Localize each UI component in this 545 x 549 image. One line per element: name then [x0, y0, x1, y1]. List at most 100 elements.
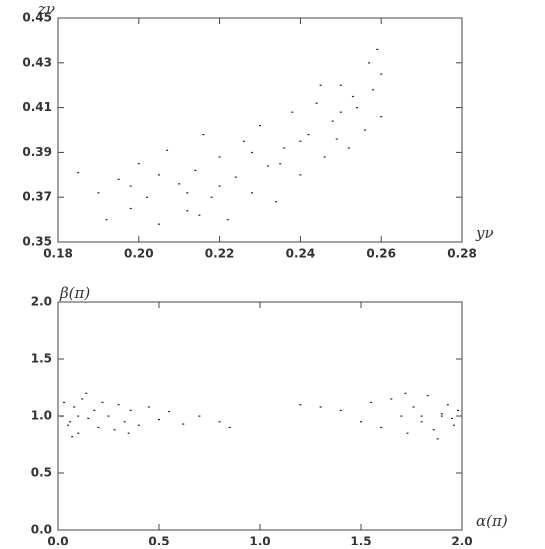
y-tick-label: 2.0	[31, 295, 52, 309]
point	[182, 423, 185, 425]
point	[129, 409, 132, 411]
point	[420, 415, 423, 417]
point	[107, 415, 110, 417]
x-axis-label: α(π)	[476, 512, 508, 530]
x-tick-label: 0.5	[148, 535, 169, 546]
point	[87, 417, 90, 419]
point	[129, 207, 132, 210]
point	[339, 409, 342, 411]
y-tick-label: 0.43	[22, 55, 52, 69]
point	[452, 424, 455, 426]
point	[186, 210, 189, 212]
x-tick-label: 0.20	[124, 247, 154, 261]
point	[360, 421, 362, 423]
point	[355, 107, 358, 109]
point	[390, 398, 393, 400]
point	[420, 421, 423, 423]
point	[168, 410, 171, 413]
point	[147, 406, 150, 408]
x-tick-label: 0.28	[447, 247, 477, 261]
point	[323, 156, 326, 158]
point	[194, 169, 197, 172]
point	[339, 84, 342, 86]
point	[250, 151, 253, 154]
point	[210, 196, 213, 198]
point	[85, 392, 88, 394]
y-tick-label: 0.0	[31, 523, 52, 537]
point	[299, 404, 302, 406]
point	[218, 156, 221, 158]
point	[319, 84, 322, 86]
point	[406, 432, 409, 434]
x-tick-label: 2.0	[451, 535, 472, 546]
y-tick-label: 0.45	[22, 11, 52, 25]
point	[202, 133, 205, 136]
y-tick-label: 1.0	[31, 409, 52, 423]
point	[250, 192, 253, 194]
point	[279, 163, 282, 165]
point	[450, 417, 453, 419]
point	[186, 192, 189, 194]
point	[218, 185, 221, 187]
point	[69, 421, 72, 423]
point	[456, 409, 459, 411]
point	[351, 95, 354, 98]
point	[63, 401, 66, 404]
point	[307, 133, 310, 136]
point	[61, 415, 64, 417]
point	[234, 176, 237, 178]
y-tick-label: 0.39	[22, 145, 52, 159]
point	[158, 174, 160, 176]
y-tick-label: 0.37	[22, 190, 52, 204]
point	[117, 404, 120, 406]
x-tick-label: 0.22	[205, 247, 235, 261]
point	[299, 174, 302, 176]
y-tick-label: 0.41	[22, 100, 52, 114]
point	[113, 429, 116, 431]
point	[283, 147, 286, 149]
point	[404, 392, 407, 394]
point	[291, 111, 294, 113]
point	[198, 415, 201, 417]
point	[339, 111, 342, 113]
point	[347, 147, 350, 149]
point	[267, 165, 270, 167]
y-axis-label: β(π)	[59, 284, 90, 302]
point	[259, 125, 261, 127]
point	[275, 201, 278, 203]
point	[364, 129, 367, 131]
point	[117, 178, 120, 180]
point	[97, 192, 100, 194]
y-tick-label: 1.5	[31, 352, 52, 366]
point	[123, 421, 126, 423]
point	[426, 394, 429, 397]
point	[105, 219, 108, 221]
point	[129, 185, 132, 187]
point	[380, 116, 383, 118]
plot-frame	[57, 17, 463, 243]
y-axis-label: zν	[37, 0, 55, 18]
point	[97, 426, 100, 429]
point	[71, 436, 74, 438]
point	[372, 89, 375, 91]
point	[299, 140, 302, 142]
point	[400, 415, 403, 417]
point	[101, 401, 104, 404]
point	[73, 406, 76, 408]
point	[331, 120, 334, 122]
point	[440, 415, 443, 417]
point	[145, 196, 148, 198]
point	[77, 172, 80, 174]
point	[376, 48, 379, 51]
point	[198, 214, 201, 216]
point	[226, 219, 229, 221]
x-axis-label: yν	[475, 224, 494, 242]
point	[319, 406, 322, 408]
point	[228, 426, 231, 429]
point	[380, 73, 383, 75]
point	[412, 406, 415, 408]
point	[436, 438, 439, 440]
x-tick-label: 0.18	[43, 247, 73, 261]
point	[242, 140, 245, 142]
